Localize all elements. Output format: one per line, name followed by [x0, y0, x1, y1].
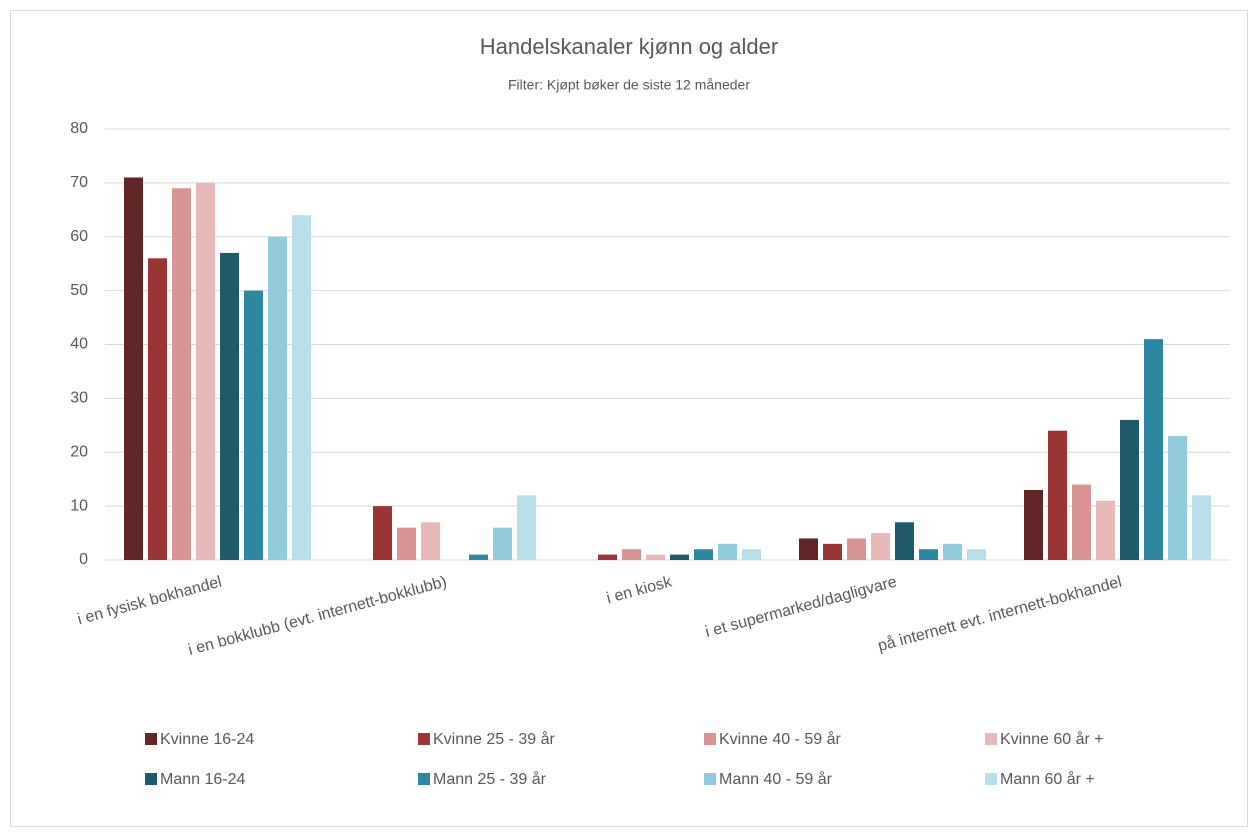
legend-swatch	[418, 773, 430, 785]
bar	[919, 549, 938, 560]
bar	[799, 538, 818, 560]
legend-swatch	[985, 773, 997, 785]
legend-swatch	[145, 773, 157, 785]
bar	[373, 506, 392, 560]
legend-label: Kvinne 40 - 59 år	[719, 730, 842, 748]
bar	[1072, 484, 1091, 560]
bar	[871, 533, 890, 560]
legend-swatch	[145, 733, 157, 745]
bar	[172, 188, 191, 560]
bar	[895, 522, 914, 560]
bar	[823, 543, 842, 560]
chart-frame	[10, 10, 1248, 827]
legend-label: Kvinne 25 - 39 år	[433, 730, 556, 748]
bar	[598, 554, 617, 560]
legend-label: Kvinne 16-24	[160, 731, 254, 748]
bar	[847, 538, 866, 560]
y-tick-label: 0	[79, 551, 88, 568]
bar	[1096, 500, 1115, 560]
bar	[220, 252, 239, 560]
bar	[469, 554, 488, 560]
bar	[967, 549, 986, 560]
bar	[148, 258, 167, 560]
bar	[694, 549, 713, 560]
bar	[718, 543, 737, 560]
bar	[622, 549, 641, 560]
bar	[742, 549, 761, 560]
legend-label: Mann 40 - 59 år	[719, 770, 833, 788]
bar	[421, 522, 440, 560]
bar	[943, 543, 962, 560]
bar	[517, 495, 536, 560]
legend-swatch	[985, 733, 997, 745]
bar	[670, 554, 689, 560]
legend-label: Kvinne 60 år +	[1000, 730, 1104, 748]
legend-label: Mann 16-24	[160, 771, 245, 788]
y-tick-label: 30	[70, 390, 88, 407]
chart-subtitle: Filter: Kjøpt bøker de siste 12 måneder	[508, 77, 750, 93]
bar	[493, 527, 512, 560]
bar	[397, 527, 416, 560]
bar	[1024, 489, 1043, 560]
bar	[124, 177, 143, 561]
bar	[646, 554, 665, 560]
bar	[196, 182, 215, 560]
bar	[1144, 339, 1163, 560]
bar	[1120, 419, 1139, 560]
y-tick-label: 20	[70, 443, 88, 460]
y-tick-label: 60	[70, 228, 88, 245]
legend-swatch	[704, 773, 716, 785]
y-tick-label: 10	[70, 497, 88, 514]
y-tick-label: 80	[70, 120, 88, 137]
y-tick-label: 70	[70, 174, 88, 191]
bar	[1192, 495, 1211, 560]
legend-swatch	[704, 733, 716, 745]
y-tick-label: 50	[70, 282, 88, 299]
bar	[244, 290, 263, 560]
bar	[268, 236, 287, 560]
legend-label: Mann 25 - 39 år	[433, 770, 547, 788]
chart-title: Handelskanaler kjønn og alder	[480, 34, 778, 59]
bar	[292, 215, 311, 560]
legend-label: Mann 60 år +	[1000, 770, 1095, 788]
legend-swatch	[418, 733, 430, 745]
bar	[1048, 430, 1067, 560]
y-tick-label: 40	[70, 336, 88, 353]
bar	[1168, 436, 1187, 560]
